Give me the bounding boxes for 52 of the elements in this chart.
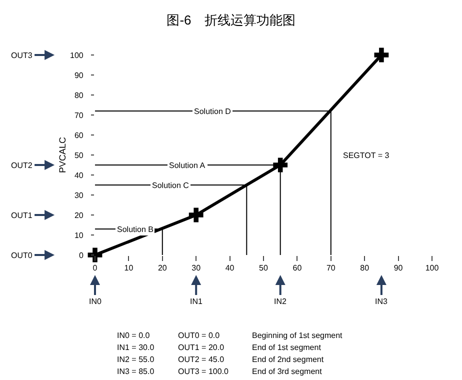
text: IN1 = 30.0 <box>117 343 155 352</box>
x-tick-label: 20 <box>158 264 168 273</box>
text: OUT1 = 20.0 <box>178 343 225 352</box>
text: Beginning of 1st segment <box>252 331 344 340</box>
text: OUT3 = 100.0 <box>178 367 230 376</box>
series-label: Solution A <box>169 161 206 170</box>
x-tick-label: 50 <box>259 264 268 273</box>
text: End of 2nd segment <box>252 355 324 364</box>
text: IN2 <box>274 297 287 306</box>
y-axis-title: PVCALC <box>57 136 68 174</box>
y-tick-label: 70 <box>74 110 84 120</box>
y-tick-label: 40 <box>74 170 84 180</box>
y-tick-label: 100 <box>70 50 84 60</box>
text: OUT3 <box>11 51 33 60</box>
x-tick-label: 90 <box>394 264 404 273</box>
text: IN3 = 85.0 <box>117 367 155 376</box>
y-tick-label: 80 <box>74 90 84 100</box>
text: IN2 = 55.0 <box>117 355 155 364</box>
point <box>188 208 204 222</box>
text: OUT2 <box>11 161 33 170</box>
series-label: Solution B <box>117 225 154 234</box>
text: End of 1st segment <box>252 343 322 352</box>
y-tick-label: 20 <box>74 210 84 220</box>
y-tick-label: 30 <box>74 190 84 200</box>
x-tick-label: 60 <box>292 264 302 273</box>
text: OUT2 = 45.0 <box>178 355 225 364</box>
chart-title: 图-6 折线运算功能图 <box>166 12 296 28</box>
x-tick-label: 80 <box>360 264 370 273</box>
text: IN0 = 0.0 <box>117 331 150 340</box>
text: IN0 <box>89 297 102 306</box>
x-tick-label: 70 <box>326 264 336 273</box>
y-tick-label: 0 <box>78 250 84 260</box>
text: OUT0 = 0.0 <box>178 331 220 340</box>
y-tick-label: 10 <box>74 230 84 240</box>
series-label: Solution C <box>152 181 190 190</box>
y-tick-label: 50 <box>74 150 84 160</box>
x-tick-label: 100 <box>425 264 440 273</box>
x-tick-label: 30 <box>192 264 202 273</box>
y-tick-label: 90 <box>74 70 84 80</box>
point <box>374 48 389 62</box>
text: IN1 <box>190 297 203 306</box>
x-tick-label: 0 <box>92 264 98 273</box>
series-label: Solution D <box>194 107 232 116</box>
text: IN3 <box>375 297 388 306</box>
text: OUT0 <box>11 251 33 260</box>
point <box>88 248 102 262</box>
annotation: SEGTOT = 3 <box>343 151 390 160</box>
text: End of 3rd segment <box>252 367 323 376</box>
x-tick-label: 40 <box>225 264 235 273</box>
x-tick-label: 10 <box>124 264 134 273</box>
text: OUT1 <box>11 211 33 220</box>
y-tick-label: 60 <box>74 130 84 140</box>
